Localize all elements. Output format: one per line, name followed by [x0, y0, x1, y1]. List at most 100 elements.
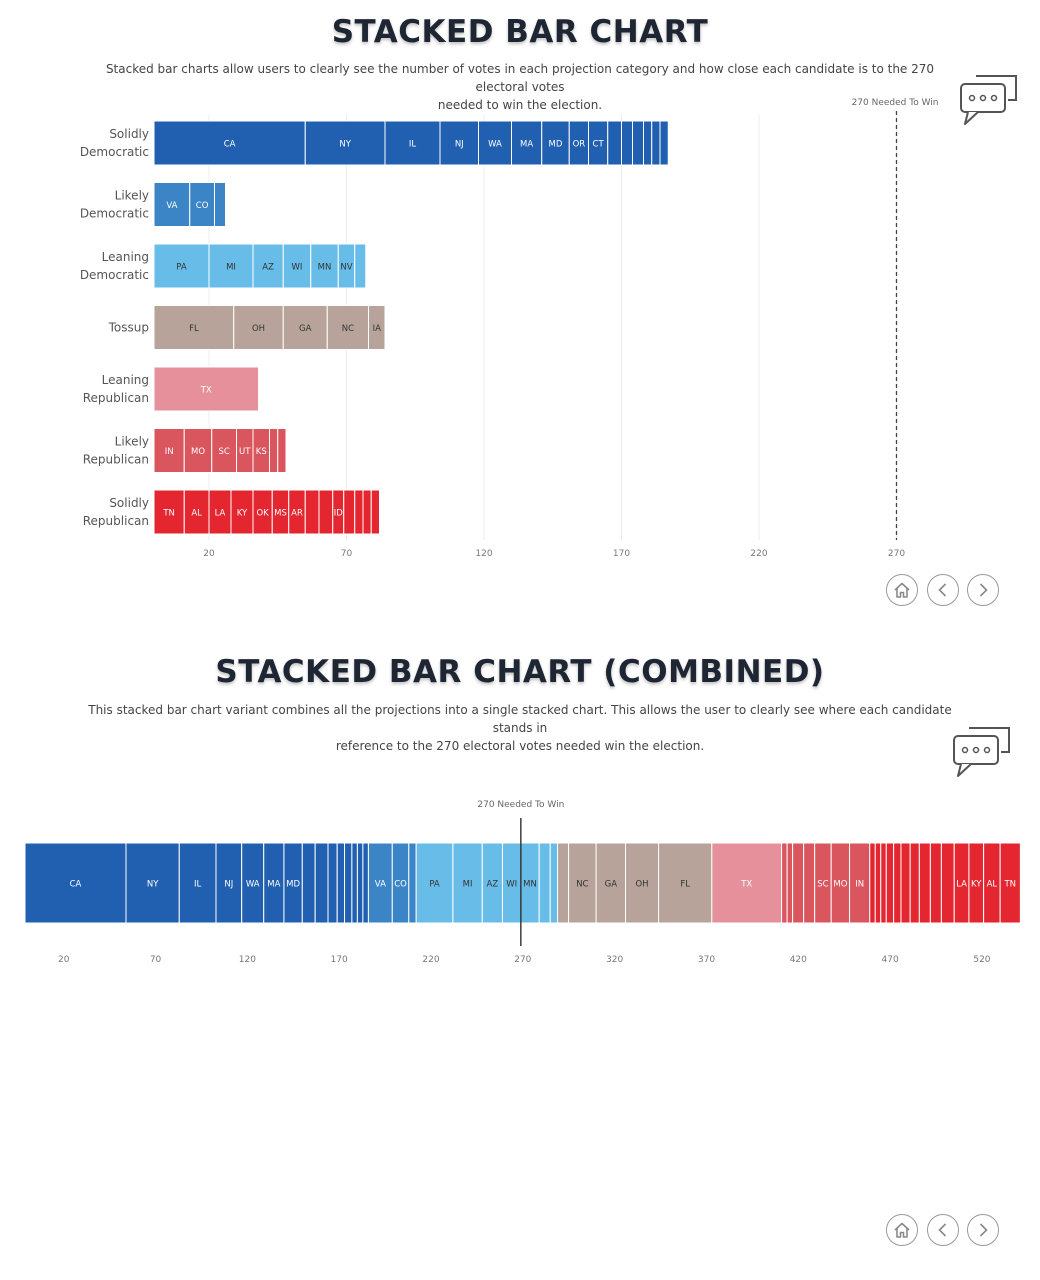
state-label: VA	[166, 201, 177, 211]
x-tick-label: 120	[475, 549, 492, 559]
home-button[interactable]	[886, 574, 918, 606]
chart-subtitle: Stacked bar charts allow users to clearl…	[80, 60, 960, 114]
state-label: AZ	[487, 880, 499, 890]
state-label: MD	[286, 880, 300, 890]
category-label: Democratic	[80, 268, 149, 282]
x-tick-label: 270	[514, 955, 531, 965]
x-tick-label: 20	[203, 549, 215, 559]
state-label: OR	[573, 140, 586, 150]
bar-segment	[651, 120, 661, 166]
state-label: CO	[394, 880, 407, 890]
bar-segment	[314, 842, 329, 924]
state-label: KS	[256, 447, 267, 457]
bar-segment	[344, 842, 353, 924]
bar-segment	[869, 842, 876, 924]
state-label: AL	[987, 880, 998, 890]
subtitle-line: This stacked bar chart variant combines …	[88, 703, 952, 735]
x-tick-label: 520	[973, 955, 990, 965]
bar-segment	[368, 305, 386, 350]
subtitle-line: reference to the 270 electoral votes nee…	[335, 739, 705, 753]
state-label: TN	[1003, 880, 1016, 890]
x-tick-label: 470	[882, 955, 899, 965]
state-label: KY	[971, 880, 982, 890]
category-label: Tossup	[108, 321, 149, 335]
bar-segment	[269, 428, 279, 473]
bar-segment	[874, 842, 882, 924]
chevron-right-icon	[979, 583, 988, 597]
bar-segment	[208, 243, 254, 289]
bar-segment	[125, 842, 180, 924]
state-label: SC	[218, 447, 229, 457]
bar-segment	[711, 842, 783, 924]
state-label: MI	[226, 263, 236, 273]
x-tick-label: 70	[150, 955, 162, 965]
comment-bubbles-icon[interactable]	[951, 724, 1011, 777]
bar-segment	[909, 842, 920, 924]
bar-segment	[233, 305, 284, 350]
bar-segment	[362, 489, 372, 535]
state-label: TX	[740, 880, 752, 890]
bar-segment	[415, 842, 454, 924]
x-tick-label: 270	[888, 549, 905, 559]
state-label: OH	[252, 324, 265, 334]
state-label: MN	[523, 880, 537, 890]
bar-segment	[215, 842, 243, 924]
bar-segment	[408, 842, 417, 924]
bar-segment	[153, 366, 259, 412]
bar-segment	[478, 120, 512, 166]
state-label: OH	[635, 880, 648, 890]
previous-button[interactable]	[927, 1214, 959, 1246]
state-label: LA	[215, 509, 226, 519]
bar-segment	[153, 489, 185, 535]
state-label: TN	[162, 509, 175, 519]
subtitle-line: needed to win the election.	[437, 98, 603, 112]
chevron-left-icon	[938, 583, 947, 597]
bar-segment	[643, 120, 653, 166]
bar-segment	[885, 842, 895, 924]
bar-segment	[310, 243, 339, 289]
chevron-left-icon	[938, 1223, 947, 1237]
bar-segment	[918, 842, 931, 924]
bar-segment	[362, 842, 369, 924]
navigation-buttons	[886, 572, 1010, 610]
comment-bubbles-icon[interactable]	[958, 72, 1018, 125]
home-icon	[894, 582, 910, 598]
category-label: Solidly	[109, 496, 149, 510]
category-label: Leaning	[102, 250, 149, 264]
x-tick-label: 220	[422, 955, 439, 965]
state-label: FL	[189, 324, 199, 334]
state-label: MA	[520, 140, 533, 150]
subtitle-line: Stacked bar charts allow users to clearl…	[105, 62, 935, 94]
bar-segment	[351, 842, 358, 924]
bar-segment	[595, 842, 627, 924]
x-tick-label: 420	[790, 955, 807, 965]
chevron-right-icon	[979, 1223, 988, 1237]
home-button[interactable]	[886, 1214, 918, 1246]
previous-button[interactable]	[927, 574, 959, 606]
bar-segment	[178, 842, 217, 924]
reference-line-label: 270 Needed To Win	[852, 98, 939, 108]
bar-segment	[658, 842, 713, 924]
bar-segment	[659, 120, 669, 166]
state-label: KY	[237, 509, 248, 519]
combined-stacked-bar-chart: CA NY IL NJ WA MA MD VA CO PA MI AZ WI MN NC GA OH FL TX SC…	[24, 800, 1021, 965]
next-button[interactable]	[967, 1214, 999, 1246]
state-label: GA	[605, 880, 618, 890]
state-label: TX	[200, 386, 212, 396]
bar-segment	[900, 842, 911, 924]
x-tick-label: 120	[239, 955, 256, 965]
bar-segment	[277, 428, 287, 473]
bar-segment	[304, 120, 386, 166]
next-button[interactable]	[967, 574, 999, 606]
x-tick-label: 70	[341, 549, 353, 559]
category-label: Republican	[83, 514, 149, 528]
state-label: CA	[70, 880, 82, 890]
page-title: STACKED BAR CHART	[331, 14, 709, 50]
bar-segment	[153, 305, 235, 350]
combined-chart-subtitle: This stacked bar chart variant combines …	[70, 701, 970, 755]
state-label: WA	[488, 140, 502, 150]
bar-segment	[327, 842, 338, 924]
category-label: Democratic	[80, 207, 149, 221]
bar-segment	[301, 842, 316, 924]
x-tick-label: 170	[331, 955, 348, 965]
